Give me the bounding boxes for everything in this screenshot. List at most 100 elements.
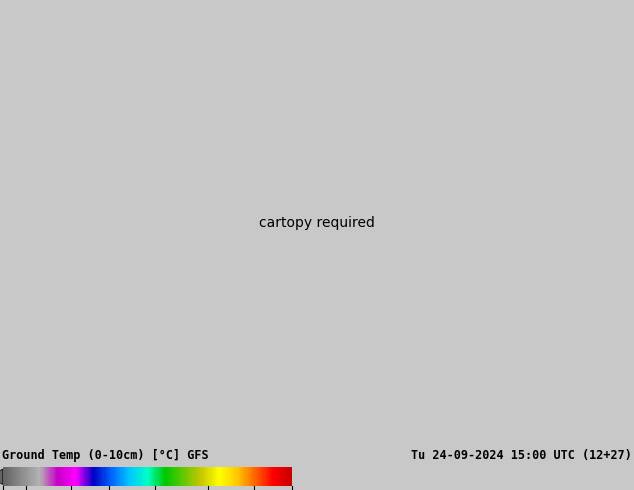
Bar bbox=[55, 467, 57, 487]
Bar bbox=[96, 467, 98, 487]
Bar bbox=[46, 467, 48, 487]
Bar bbox=[193, 467, 194, 487]
Bar bbox=[203, 467, 204, 487]
Bar bbox=[44, 467, 46, 487]
Bar bbox=[109, 467, 111, 487]
Bar bbox=[157, 467, 159, 487]
Bar bbox=[193, 467, 195, 487]
Bar bbox=[136, 467, 138, 487]
Bar bbox=[120, 467, 122, 487]
Bar bbox=[217, 467, 219, 487]
Bar bbox=[247, 467, 249, 487]
Bar bbox=[179, 467, 181, 487]
Bar bbox=[112, 467, 113, 487]
Bar bbox=[280, 467, 282, 487]
Bar bbox=[98, 467, 100, 487]
Bar bbox=[147, 467, 149, 487]
Bar bbox=[118, 467, 120, 487]
Bar bbox=[269, 467, 271, 487]
Bar bbox=[241, 467, 243, 487]
Bar bbox=[18, 467, 20, 487]
Bar bbox=[261, 467, 263, 487]
Bar bbox=[277, 467, 279, 487]
Bar bbox=[81, 467, 82, 487]
Bar bbox=[154, 467, 156, 487]
Bar bbox=[207, 467, 209, 487]
Bar bbox=[94, 467, 96, 487]
Bar bbox=[260, 467, 262, 487]
Bar bbox=[145, 467, 147, 487]
Bar bbox=[26, 467, 27, 487]
Bar bbox=[65, 467, 67, 487]
Bar bbox=[10, 467, 11, 487]
Bar bbox=[70, 467, 72, 487]
Bar bbox=[49, 467, 51, 487]
Bar bbox=[289, 467, 291, 487]
Bar bbox=[216, 467, 218, 487]
Bar bbox=[183, 467, 185, 487]
Bar bbox=[240, 467, 242, 487]
Bar bbox=[11, 467, 13, 487]
Bar bbox=[68, 467, 70, 487]
Bar bbox=[84, 467, 86, 487]
Bar bbox=[87, 467, 89, 487]
Bar bbox=[117, 467, 119, 487]
Bar bbox=[61, 467, 62, 487]
Bar bbox=[285, 467, 287, 487]
Bar bbox=[174, 467, 176, 487]
Bar bbox=[146, 467, 148, 487]
Bar bbox=[12, 467, 14, 487]
Bar bbox=[206, 467, 208, 487]
Bar bbox=[83, 467, 85, 487]
Bar bbox=[234, 467, 236, 487]
Bar bbox=[6, 467, 8, 487]
Bar bbox=[205, 467, 207, 487]
Text: cartopy required: cartopy required bbox=[259, 216, 375, 230]
Bar bbox=[122, 467, 124, 487]
Bar bbox=[232, 467, 234, 487]
Bar bbox=[34, 467, 36, 487]
Bar bbox=[226, 467, 228, 487]
Bar bbox=[28, 467, 30, 487]
Bar bbox=[112, 467, 114, 487]
Bar bbox=[72, 467, 74, 487]
Bar bbox=[249, 467, 250, 487]
Bar bbox=[183, 467, 184, 487]
Bar bbox=[238, 467, 240, 487]
Bar bbox=[122, 467, 123, 487]
Bar bbox=[6, 467, 7, 487]
Bar bbox=[208, 467, 210, 487]
Bar bbox=[270, 467, 272, 487]
Bar bbox=[142, 467, 143, 487]
Bar bbox=[71, 467, 72, 487]
Bar bbox=[177, 467, 178, 487]
Bar bbox=[267, 467, 269, 487]
Bar bbox=[9, 467, 11, 487]
Bar bbox=[152, 467, 153, 487]
Bar bbox=[45, 467, 47, 487]
Bar bbox=[116, 467, 118, 487]
Bar bbox=[180, 467, 182, 487]
Bar bbox=[87, 467, 88, 487]
Bar bbox=[32, 467, 34, 487]
Bar bbox=[134, 467, 136, 487]
Bar bbox=[176, 467, 178, 487]
Bar bbox=[19, 467, 21, 487]
Bar bbox=[275, 467, 276, 487]
Bar bbox=[197, 467, 198, 487]
Bar bbox=[30, 467, 32, 487]
Bar bbox=[80, 467, 82, 487]
Bar bbox=[53, 467, 55, 487]
Bar bbox=[73, 467, 75, 487]
Bar bbox=[250, 467, 252, 487]
Bar bbox=[27, 467, 29, 487]
Bar bbox=[63, 467, 65, 487]
Bar bbox=[186, 467, 188, 487]
Bar bbox=[77, 467, 78, 487]
Bar bbox=[139, 467, 141, 487]
Bar bbox=[36, 467, 37, 487]
Bar bbox=[138, 467, 140, 487]
Bar bbox=[35, 467, 37, 487]
Bar bbox=[279, 467, 281, 487]
Bar bbox=[199, 467, 201, 487]
